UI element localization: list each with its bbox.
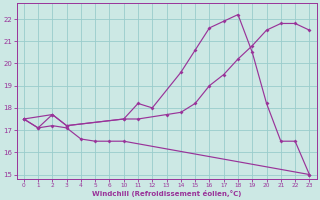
X-axis label: Windchill (Refroidissement éolien,°C): Windchill (Refroidissement éolien,°C) (92, 190, 241, 197)
